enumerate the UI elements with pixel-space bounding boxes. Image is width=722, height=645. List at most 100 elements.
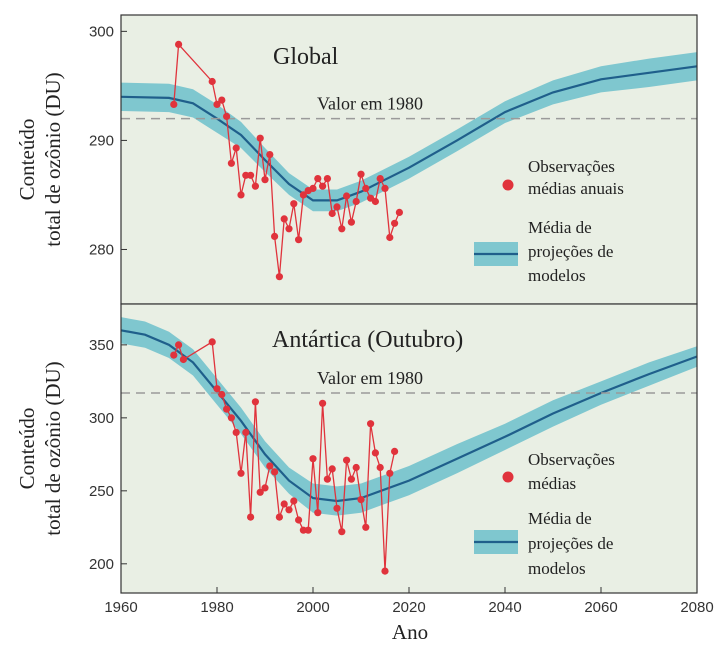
- global-observation-point: [271, 232, 279, 240]
- global-y-axis-label-line-2: total de ozônio (DU): [41, 72, 65, 246]
- antarctica-observation-point: [247, 513, 255, 521]
- global-observation-point: [395, 208, 403, 216]
- antarctica-observation-point: [227, 414, 235, 422]
- global-panel: 280 290 300 Global Valor em 1980 Observaçõ…: [15, 14, 698, 305]
- antarctica-observation-point: [376, 463, 384, 472]
- global-observation-point: [338, 225, 346, 233]
- antarctica-y-axis: 200 250 300 350: [89, 337, 127, 573]
- antarctica-y-tick-label: 200: [89, 556, 114, 573]
- global-observation-point: [386, 233, 394, 242]
- global-projection-mean-line: [120, 65, 698, 202]
- antarctica-observation-point: [266, 462, 274, 470]
- antarctica-observation-point: [271, 468, 279, 476]
- global-observation-point: [213, 100, 221, 108]
- antarctica-legend-obs-label-2: médias: [528, 474, 576, 493]
- antarctica-observation-point: [323, 475, 331, 483]
- global-observation-point: [208, 77, 216, 86]
- global-observation-point: [391, 219, 399, 227]
- antarctica-observation-point: [319, 399, 327, 407]
- antarctica-observation-point: [357, 496, 365, 504]
- antarctica-observation-point: [237, 469, 245, 477]
- antarctica-observation-point: [328, 465, 336, 473]
- x-tick-label: 1960: [104, 599, 137, 616]
- antarctica-observation-point: [371, 449, 379, 457]
- global-legend-proj-label-1: Média de: [528, 218, 592, 237]
- x-axis: 1960 1980 2000 2020 2040 2060 2080: [104, 587, 714, 616]
- antarctica-legend-proj-label-2: projeções de: [528, 534, 613, 553]
- global-legend-proj-label-2: projeções de: [528, 242, 613, 261]
- global-y-tick-label: 300: [89, 23, 114, 40]
- antarctica-y-axis-label-line-1: Conteúdo: [15, 408, 39, 490]
- antarctica-observation-point: [170, 351, 178, 359]
- global-observation-point: [328, 209, 336, 218]
- antarctica-legend: Observações médias Média de projeções de…: [474, 450, 615, 578]
- antarctica-observation-point: [333, 504, 341, 512]
- x-tick-label: 2040: [488, 599, 521, 616]
- antarctica-observation-point: [242, 428, 250, 436]
- global-observation-point: [275, 273, 283, 281]
- antarctica-y-tick-label: 300: [89, 410, 114, 427]
- antarctica-y-tick-label: 250: [89, 483, 114, 500]
- global-observation-point: [232, 144, 240, 152]
- global-observation-point: [280, 215, 288, 223]
- global-y-axis: 280 290 300: [89, 23, 127, 258]
- antarctica-panel-title: Antártica (Outubro): [272, 327, 463, 353]
- global-observations-series: [170, 40, 403, 281]
- global-panel-title: Global: [273, 44, 339, 70]
- global-legend-observation-marker: [502, 179, 514, 191]
- global-observation-point: [261, 176, 269, 184]
- antarctica-observation-point: [285, 506, 293, 514]
- global-observation-point: [371, 197, 379, 206]
- antarctica-y-axis-label-line-2: total de ozônio (DU): [41, 361, 65, 535]
- global-observation-point: [256, 134, 264, 142]
- antarctica-observation-point: [338, 528, 346, 536]
- global-observation-point: [218, 96, 226, 104]
- antarctica-observation-point: [208, 338, 216, 346]
- antarctica-observation-point: [352, 463, 360, 472]
- antarctica-observation-point: [280, 500, 288, 508]
- global-legend-obs-label-1: Observações: [528, 157, 615, 176]
- antarctica-observation-point: [386, 469, 394, 477]
- global-observation-point: [333, 203, 341, 211]
- antarctica-legend-observation-marker: [502, 471, 514, 483]
- global-observation-point: [251, 182, 259, 190]
- antarctica-observation-point: [218, 390, 226, 399]
- antarctica-observation-point: [232, 428, 240, 436]
- global-projection-mean-path: [120, 65, 698, 202]
- antarctica-observation-point: [179, 355, 187, 364]
- antarctica-observation-point: [223, 405, 231, 413]
- global-observation-point: [299, 191, 307, 199]
- x-axis-label: Ano: [392, 620, 428, 644]
- global-observation-point: [314, 175, 322, 183]
- global-observation-point: [343, 192, 351, 200]
- antarctica-observation-point: [362, 523, 370, 531]
- antarctica-panel: 200 250 300 350 Antártica (Outubro) Valor e…: [15, 303, 698, 594]
- global-observation-point: [347, 218, 355, 226]
- antarctica-observation-point: [314, 509, 322, 517]
- antarctica-legend-proj-label-3: modelos: [528, 559, 586, 578]
- global-observation-point: [352, 197, 360, 206]
- antarctica-plot-area: [121, 304, 697, 593]
- antarctica-observation-point: [175, 341, 183, 349]
- global-observation-point: [319, 182, 327, 190]
- global-observation-point: [170, 100, 178, 108]
- antarctica-observation-point: [304, 526, 312, 534]
- global-observation-point: [376, 175, 384, 183]
- antarctica-reference-label: Valor em 1980: [317, 368, 423, 388]
- global-observation-point: [266, 151, 274, 159]
- antarctica-observation-point: [295, 516, 303, 524]
- global-observation-point: [323, 175, 331, 183]
- global-observation-point: [362, 184, 370, 192]
- antarctica-observation-point: [343, 456, 351, 464]
- global-observation-point: [285, 225, 293, 233]
- antarctica-observation-point: [367, 420, 375, 428]
- antarctica-observation-point: [213, 385, 221, 393]
- antarctica-legend-proj-label-1: Média de: [528, 509, 592, 528]
- global-legend: Observações médias anuais Média de proje…: [474, 157, 624, 285]
- global-observation-point: [223, 112, 231, 120]
- antarctica-observation-point: [347, 475, 355, 483]
- antarctica-projection-band-area: [121, 317, 697, 516]
- global-observation-point: [290, 200, 298, 208]
- global-observation-point: [237, 191, 245, 199]
